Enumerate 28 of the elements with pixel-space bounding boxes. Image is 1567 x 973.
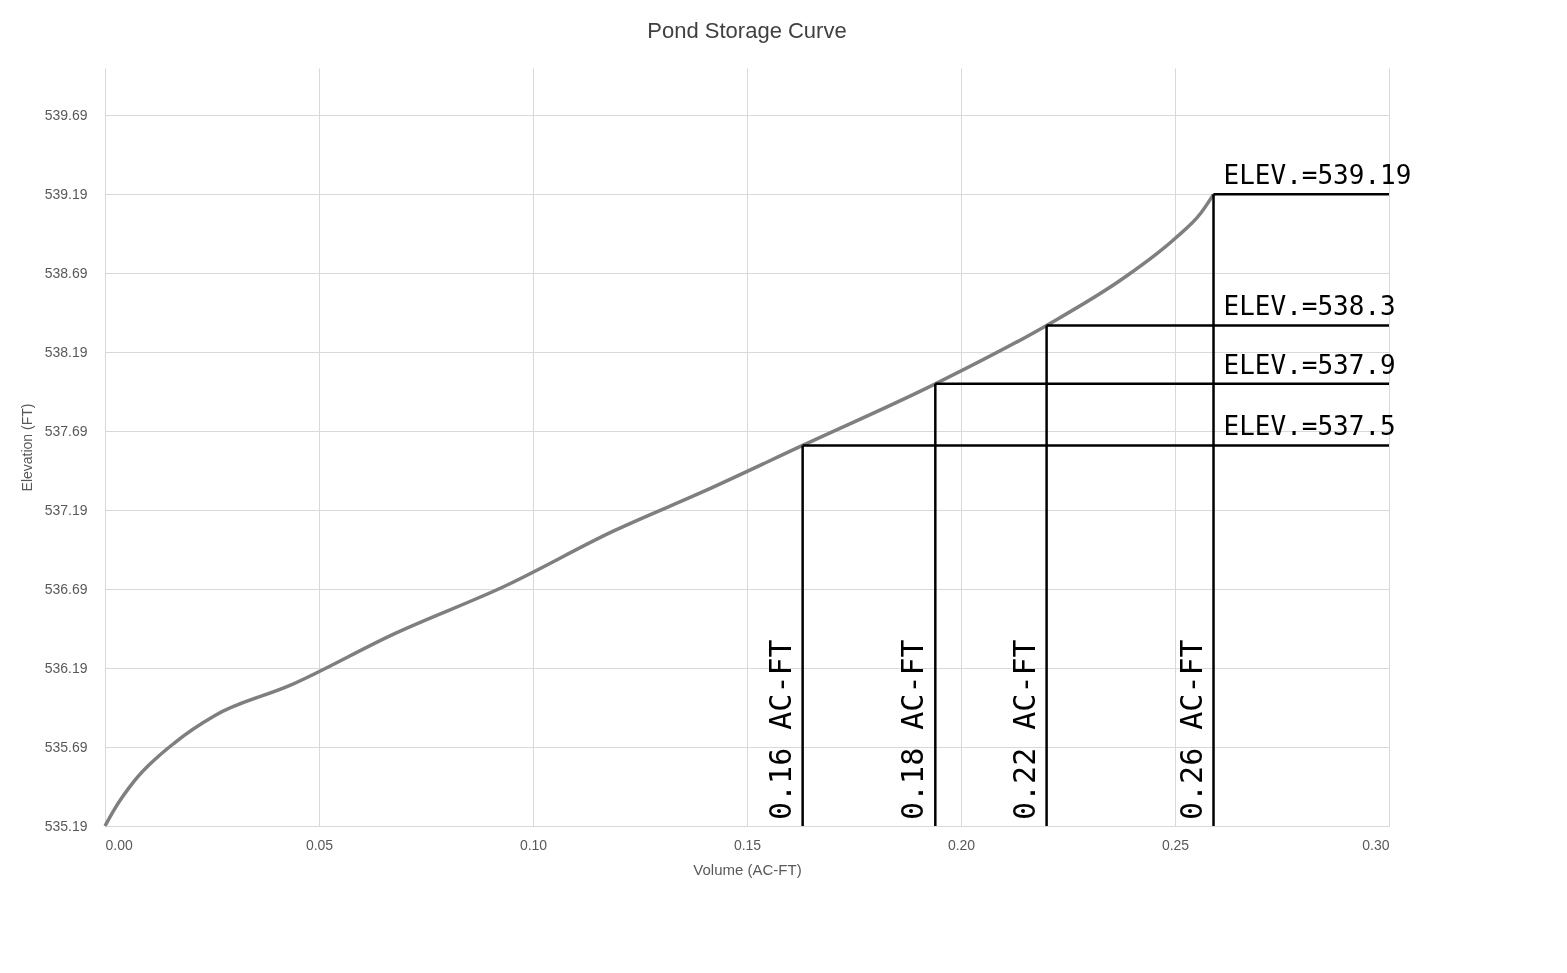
x-tick-label: 0.10 [519, 836, 548, 853]
y-tick-label: 536.19 [44, 659, 88, 676]
y-tick-label: 537.69 [44, 422, 88, 439]
annotation: 0.26 AC-FT [1173, 639, 1209, 820]
chart-title: Pond Storage Curve [647, 18, 847, 43]
annotation: 0.16 AC-FT [762, 639, 798, 820]
annotation: 0.22 AC-FT [1006, 639, 1042, 820]
x-tick-label: 0.30 [1362, 836, 1390, 853]
y-tick-label: 537.19 [44, 501, 88, 518]
x-tick-label: 0.05 [305, 836, 334, 853]
annotation: ELEV.=537.5 [1223, 411, 1396, 442]
y-tick-label: 538.69 [44, 264, 88, 281]
y-tick-label: 535.69 [44, 738, 88, 755]
annotation: ELEV.=537.9 [1223, 349, 1396, 380]
x-tick-label: 0.20 [947, 836, 976, 853]
y-tick-label: 535.19 [44, 817, 88, 834]
y-tick-label: 536.69 [44, 580, 88, 597]
y-axis-title: Elevation (FT) [18, 403, 35, 492]
y-tick-label: 539.69 [44, 106, 88, 123]
annotation: ELEV.=539.19 [1223, 160, 1412, 191]
x-axis-title: Volume (AC-FT) [693, 860, 802, 878]
x-tick-label: 0.25 [1161, 836, 1190, 853]
x-tick-label: 0.15 [733, 836, 762, 853]
y-tick-label: 538.19 [44, 343, 88, 360]
annotation: ELEV.=538.3 [1223, 291, 1396, 322]
annotation: 0.18 AC-FT [895, 639, 931, 820]
x-tick-label: 0.00 [105, 836, 133, 853]
y-tick-label: 539.19 [44, 185, 88, 202]
